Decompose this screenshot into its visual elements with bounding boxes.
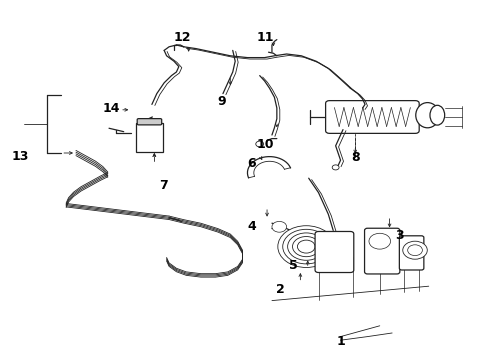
Circle shape	[278, 226, 335, 267]
Circle shape	[369, 233, 391, 249]
FancyBboxPatch shape	[315, 231, 354, 273]
Circle shape	[403, 241, 427, 259]
FancyBboxPatch shape	[399, 236, 424, 270]
Circle shape	[332, 165, 339, 170]
Text: 3: 3	[395, 229, 404, 242]
Text: 8: 8	[351, 151, 360, 164]
Text: 14: 14	[103, 102, 121, 115]
Circle shape	[288, 233, 325, 260]
Text: 7: 7	[159, 179, 168, 192]
Text: 11: 11	[257, 31, 274, 44]
FancyBboxPatch shape	[325, 100, 419, 133]
Circle shape	[283, 229, 330, 264]
Text: 9: 9	[217, 95, 226, 108]
Circle shape	[256, 141, 264, 147]
Bar	[136, 123, 163, 152]
Text: 13: 13	[12, 150, 29, 163]
Text: 6: 6	[247, 157, 256, 170]
Circle shape	[408, 245, 422, 256]
Text: 1: 1	[336, 335, 345, 348]
FancyBboxPatch shape	[137, 119, 162, 125]
Circle shape	[272, 221, 287, 232]
Text: 5: 5	[289, 259, 297, 272]
Text: 2: 2	[276, 283, 285, 296]
Text: 12: 12	[174, 31, 192, 44]
Circle shape	[297, 240, 315, 253]
Ellipse shape	[416, 103, 440, 128]
Ellipse shape	[430, 105, 445, 125]
Text: 4: 4	[247, 220, 256, 233]
FancyBboxPatch shape	[365, 228, 400, 274]
Text: 10: 10	[257, 138, 274, 151]
Circle shape	[293, 237, 320, 257]
